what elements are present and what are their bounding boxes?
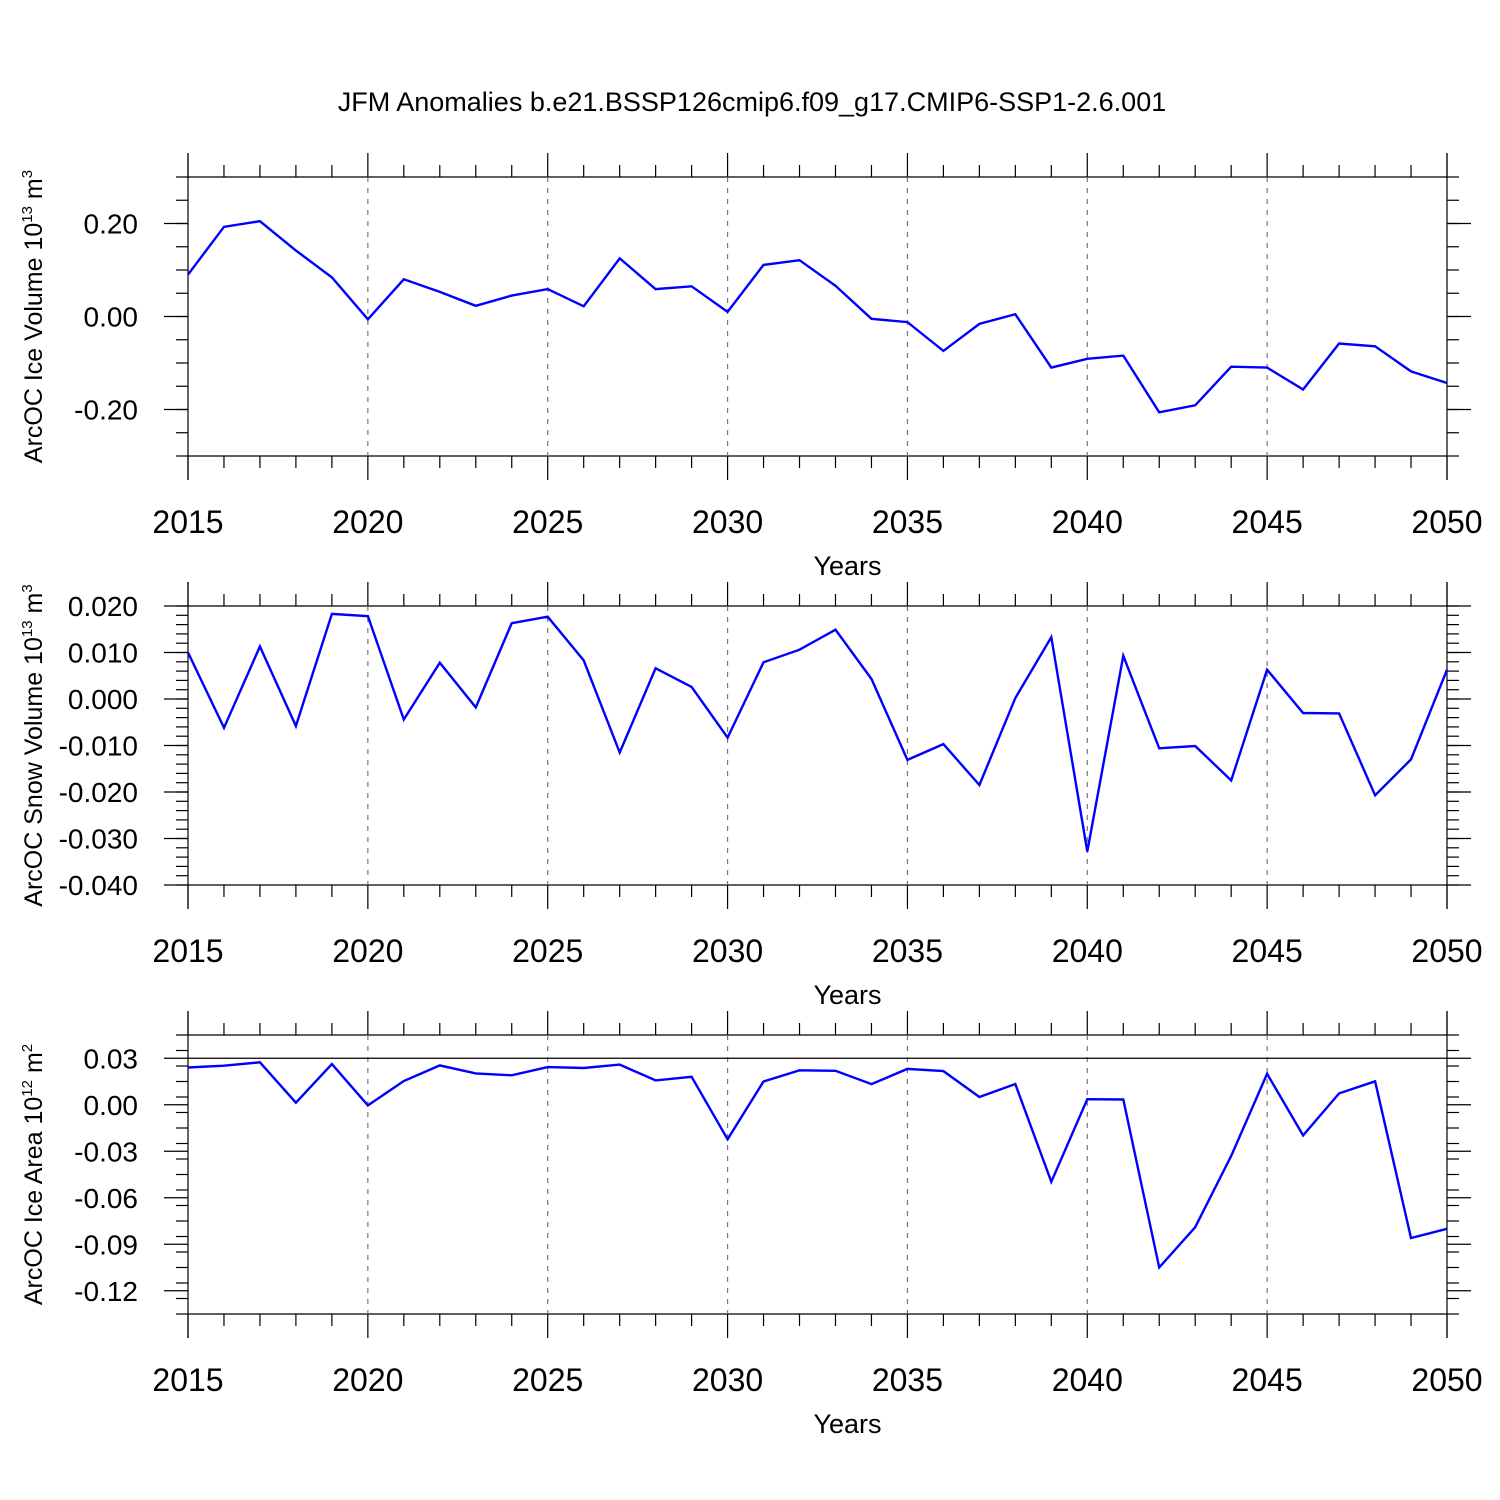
data-line — [187, 219, 1448, 414]
x-tick-label: 2030 — [692, 504, 763, 540]
x-tick-label: 2045 — [1232, 1362, 1303, 1398]
y-tick-label: -0.010 — [59, 731, 138, 762]
x-tick-label: 2050 — [1411, 933, 1482, 969]
x-tick-label: 2040 — [1052, 504, 1123, 540]
x-axis-title: Years — [813, 980, 881, 1010]
y-tick-label: -0.20 — [74, 395, 138, 426]
x-tick-label: 2030 — [692, 933, 763, 969]
x-tick-label: 2050 — [1411, 1362, 1482, 1398]
x-tick-label: 2015 — [152, 1362, 223, 1398]
y-tick-label: 0.00 — [84, 302, 139, 333]
y-tick-label: 0.20 — [84, 209, 139, 240]
y-tick-label: -0.030 — [59, 824, 138, 855]
y-tick-label: -0.09 — [74, 1229, 138, 1260]
y-tick-label: 0.000 — [68, 684, 138, 715]
x-tick-label: 2025 — [512, 933, 583, 969]
x-tick-label: 2020 — [332, 933, 403, 969]
data-line — [187, 1061, 1448, 1271]
x-tick-label: 2035 — [872, 504, 943, 540]
x-tick-label: 2015 — [152, 504, 223, 540]
x-axis-title: Years — [813, 1409, 881, 1439]
x-tick-label: 2045 — [1232, 933, 1303, 969]
panel-2: 2015 2020 2025 2030 2035 2040 2045 2050 Years 0.0… — [19, 582, 1483, 1010]
y-tick-label: 0.00 — [84, 1090, 139, 1121]
panel-1: 2015 2020 2025 2030 2035 2040 2045 2050 Years 0.2… — [19, 153, 1483, 581]
x-tick-label: 2020 — [332, 504, 403, 540]
y-tick-label: -0.020 — [59, 777, 138, 808]
x-tick-label: 2040 — [1052, 933, 1123, 969]
y-tick-label: 0.020 — [68, 591, 138, 622]
x-tick-label: 2040 — [1052, 1362, 1123, 1398]
y-axis-title: ArcOC Snow Volume 1013 m3 — [19, 584, 48, 906]
x-tick-label: 2030 — [692, 1362, 763, 1398]
y-tick-label: -0.06 — [74, 1183, 138, 1214]
y-tick-label: -0.03 — [74, 1136, 138, 1167]
x-tick-label: 2035 — [872, 1362, 943, 1398]
y-tick-label: -0.12 — [74, 1276, 138, 1307]
x-tick-label: 2035 — [872, 933, 943, 969]
y-tick-label: 0.03 — [84, 1043, 139, 1074]
panel-3: 2015 2020 2025 2030 2035 2040 2045 2050 Years 0.0… — [19, 1011, 1483, 1439]
x-tick-label: 2015 — [152, 933, 223, 969]
y-tick-label: -0.040 — [59, 870, 138, 901]
y-axis-title: ArcOC Ice Volume 1013 m3 — [19, 170, 48, 463]
x-tick-label: 2025 — [512, 504, 583, 540]
x-tick-label: 2050 — [1411, 504, 1482, 540]
x-tick-label: 2045 — [1232, 504, 1303, 540]
y-axis-title: ArcOC Ice Area 1012 m2 — [19, 1044, 48, 1305]
x-axis-title: Years — [813, 551, 881, 581]
y-tick-label: 0.010 — [68, 638, 138, 669]
chart-title: JFM Anomalies b.e21.BSSP126cmip6.f09_g17… — [338, 87, 1166, 117]
x-tick-label: 2025 — [512, 1362, 583, 1398]
panels: 2015 2020 2025 2030 2035 2040 2045 2050 Years 0.2… — [19, 153, 1483, 1439]
data-line — [186, 612, 1449, 852]
x-tick-label: 2020 — [332, 1362, 403, 1398]
